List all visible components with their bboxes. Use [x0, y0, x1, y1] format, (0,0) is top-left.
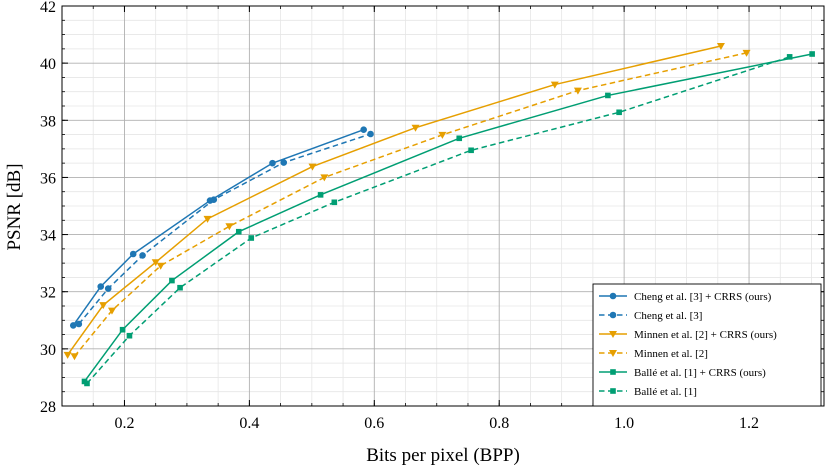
series-line-5 — [83, 53, 813, 382]
data-point — [550, 81, 559, 89]
data-point — [203, 215, 212, 223]
x-tick-label: 0.6 — [364, 415, 384, 432]
x-tick-label: 1.0 — [614, 415, 634, 432]
y-tick-label: 40 — [40, 56, 56, 73]
data-point — [84, 380, 90, 387]
y-axis-label: PSNR [dB] — [4, 163, 25, 250]
legend-box — [592, 283, 822, 407]
legend: Cheng et al. [3] + CRRS (ours) Cheng et a… — [592, 283, 822, 407]
data-point — [225, 223, 234, 231]
data-point — [97, 283, 105, 290]
data-point — [716, 43, 725, 50]
data-point — [317, 192, 324, 198]
y-tick-label: 32 — [40, 285, 56, 302]
y-tick-label: 36 — [40, 170, 56, 187]
legend-entry-label: Cheng et al. [3] + CRRS (ours) — [634, 291, 772, 303]
data-point — [169, 277, 175, 284]
data-point — [151, 259, 160, 267]
legend-swatch-marker — [609, 331, 617, 338]
legend-entry-label: Minnen et al. [2] — [634, 348, 708, 360]
data-point — [742, 49, 751, 57]
x-tick-label: 1.2 — [739, 415, 759, 432]
x-tick-label: 0.4 — [239, 415, 259, 432]
data-point — [156, 262, 165, 270]
y-tick-label: 28 — [40, 399, 56, 416]
series-line-2 — [78, 133, 371, 325]
legend-entry-label: Cheng et al. [3] — [634, 310, 702, 322]
data-point — [99, 302, 108, 310]
data-point — [269, 159, 276, 167]
data-point — [320, 174, 329, 182]
y-tick-label: 38 — [40, 113, 56, 130]
data-point — [126, 332, 133, 339]
legend-entry-label: Ballé et al. [1] + CRRS (ours) — [634, 367, 766, 379]
data-point — [70, 353, 79, 361]
data-point — [235, 228, 242, 235]
legend-swatch-marker — [609, 292, 617, 300]
data-point — [616, 109, 622, 116]
data-point — [139, 252, 146, 259]
data-point — [119, 326, 126, 333]
data-point — [104, 285, 112, 292]
legend-swatch-marker — [610, 388, 616, 394]
data-point — [210, 196, 218, 204]
y-tick-label: 34 — [40, 228, 56, 245]
legend-entry-label: Ballé et al. [1] — [634, 386, 697, 398]
legend-swatch-marker — [610, 369, 616, 375]
data-point — [573, 87, 582, 95]
series-line-6 — [86, 56, 790, 384]
plot-frame — [61, 5, 825, 407]
data-point — [129, 250, 137, 258]
x-tick-label: 0.2 — [114, 415, 134, 432]
data-point — [248, 235, 255, 241]
data-point — [411, 124, 420, 132]
data-point — [331, 199, 338, 206]
data-point — [63, 351, 72, 359]
data-point — [308, 163, 317, 171]
data-point — [456, 135, 463, 142]
data-point — [360, 126, 367, 134]
legend-entry-label: Minnen et al. [2] + CRRS (ours) — [634, 329, 777, 341]
data-point — [809, 51, 815, 57]
x-tick-label: 0.8 — [489, 415, 509, 432]
data-point — [468, 147, 474, 154]
x-axis-label: Bits per pixel (BPP) — [366, 445, 520, 465]
series-line-3 — [67, 45, 722, 356]
data-point — [177, 284, 183, 291]
legend-swatch-marker — [609, 350, 617, 357]
y-tick-label: 30 — [40, 342, 56, 359]
data-point — [69, 322, 77, 329]
data-point — [75, 320, 83, 328]
data-point — [280, 159, 288, 166]
y-tick-label: 42 — [40, 0, 56, 16]
data-point — [107, 307, 116, 315]
data-point — [786, 54, 793, 60]
series-line-1 — [72, 129, 364, 326]
data-point — [367, 130, 374, 138]
data-point — [438, 131, 447, 139]
legend-swatch-marker — [609, 311, 617, 319]
data-point — [605, 92, 611, 99]
